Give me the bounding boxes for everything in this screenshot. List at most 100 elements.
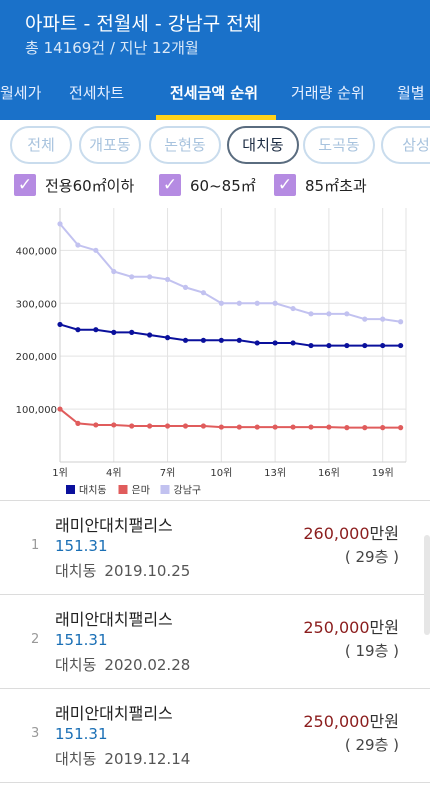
data-point: [75, 327, 81, 333]
x-tick-label: 16위: [318, 466, 340, 479]
data-point: [362, 342, 368, 349]
apartment-name: 래미안대치팰리스: [55, 516, 173, 535]
data-point: [398, 425, 404, 431]
data-point: [254, 340, 260, 346]
data-point: [129, 329, 135, 335]
checkbox-checked-icon[interactable]: ✓: [14, 174, 36, 196]
data-point: [200, 337, 207, 343]
chip-nonhyeon[interactable]: 논현동: [149, 126, 221, 164]
price: 260,000만원: [303, 520, 399, 544]
data-point: [254, 424, 260, 430]
legend-label: 대치동: [79, 485, 107, 497]
contract-date: 2019.12.14: [104, 750, 191, 768]
data-point: [129, 274, 135, 280]
check-under-60[interactable]: ✓ 전용60㎡이하: [14, 172, 134, 198]
data-point: [111, 422, 117, 428]
data-point: [362, 425, 368, 431]
line-chart: 100,000 200,000 300,000 400,000 1위 4위 7위 10위 13위…: [16, 208, 407, 497]
data-point: [290, 340, 296, 346]
checkbox-checked-icon[interactable]: ✓: [159, 174, 181, 196]
data-point: [182, 423, 189, 429]
data-point: [236, 300, 242, 306]
location-date: 대치동 2019.10.25: [55, 560, 190, 581]
area-value: 151.31: [55, 631, 108, 649]
tab-jeonse-chart[interactable]: 전세차트: [69, 84, 125, 102]
data-point: [147, 274, 153, 280]
rank-number: 1: [31, 538, 40, 553]
series-line-0: [59, 323, 401, 347]
data-point: [398, 342, 404, 349]
data-point: [308, 424, 314, 430]
apartment-name: 래미안대치팰리스: [55, 610, 173, 629]
data-point: [236, 424, 242, 430]
tab-monthly[interactable]: 월별: [397, 84, 425, 102]
scrollbar-thumb[interactable]: [424, 535, 430, 635]
data-point: [272, 424, 278, 430]
check-60-85[interactable]: ✓ 60~85㎡: [159, 172, 256, 198]
data-point: [344, 311, 350, 317]
y-tick-label: 400,000: [16, 246, 57, 257]
legend-label: 강남구: [174, 485, 202, 497]
divider: [0, 500, 430, 501]
legend-swatch: [160, 485, 170, 494]
check-label: 85㎡초과: [305, 176, 367, 195]
tab-monthly-rent[interactable]: 월세가: [0, 84, 42, 102]
price-value: 260,000: [303, 524, 370, 543]
data-point: [182, 337, 189, 343]
data-point: [290, 424, 296, 430]
tab-volume-rank[interactable]: 거래량 순위: [291, 84, 365, 102]
data-point: [218, 300, 224, 306]
check-label: 60~85㎡: [190, 176, 256, 195]
data-point: [344, 342, 350, 349]
page-subtitle: 총 14169건 / 지난 12개월: [25, 39, 199, 57]
list-item[interactable]: 1 래미안대치팰리스 151.31 대치동 2019.10.25 260,000만…: [0, 500, 430, 594]
data-point: [380, 425, 386, 431]
data-point: [164, 276, 171, 283]
chip-samseong[interactable]: 삼성: [381, 126, 430, 164]
series-line-2: [59, 223, 401, 323]
data-point: [326, 342, 332, 349]
dong-name: 대치동: [55, 750, 97, 768]
data-point: [111, 268, 117, 275]
legend-swatch: [118, 485, 128, 494]
area-filter-checkboxes: ✓ 전용60㎡이하 ✓ 60~85㎡ ✓ 85㎡초과: [0, 172, 430, 200]
price-value: 250,000: [303, 712, 370, 731]
contract-date: 2020.02.28: [104, 656, 191, 674]
chip-all[interactable]: 전체: [10, 126, 72, 164]
data-point: [164, 423, 171, 429]
check-over-85[interactable]: ✓ 85㎡초과: [274, 172, 367, 198]
data-point: [57, 406, 63, 412]
tab-jeonse-price-rank[interactable]: 전세금액 순위: [170, 84, 259, 102]
price: 250,000만원: [303, 614, 399, 638]
data-point: [200, 290, 207, 296]
data-point: [344, 425, 350, 431]
list-item[interactable]: 2 래미안대치팰리스 151.31 대치동 2020.02.28 250,000만…: [0, 594, 430, 688]
check-label: 전용60㎡이하: [45, 176, 135, 195]
data-point: [308, 311, 314, 317]
divider: [0, 688, 430, 689]
data-point: [236, 337, 242, 343]
chip-gaepo[interactable]: 개포동: [79, 126, 141, 164]
legend-label: 은마: [132, 485, 150, 497]
series-line-1: [59, 408, 401, 429]
x-tick-label: 13위: [264, 466, 286, 479]
data-point: [272, 300, 278, 306]
active-tab-indicator: [156, 115, 276, 120]
y-tick-label: 100,000: [16, 405, 57, 416]
price-unit: 만원: [369, 524, 399, 543]
data-point: [200, 423, 207, 429]
x-tick-label: 19위: [372, 466, 394, 479]
rank-chart: 100,000 200,000 300,000 400,000 1위 4위 7위 10위 13위…: [0, 208, 430, 500]
rank-number: 2: [31, 632, 40, 647]
divider: [0, 594, 430, 595]
list-item[interactable]: 3 래미안대치팰리스 151.31 대치동 2019.12.14 250,000만…: [0, 688, 430, 782]
checkbox-checked-icon[interactable]: ✓: [274, 174, 296, 196]
data-point: [75, 242, 81, 248]
app-header: 아파트 - 전월세 - 강남구 전체 총 14169건 / 지난 12개월: [0, 0, 430, 64]
data-point: [326, 424, 332, 430]
chip-dogok[interactable]: 도곡동: [303, 126, 375, 164]
data-point: [380, 342, 386, 349]
data-point: [182, 284, 189, 290]
data-point: [147, 332, 153, 338]
chip-daechi[interactable]: 대치동: [227, 126, 299, 164]
